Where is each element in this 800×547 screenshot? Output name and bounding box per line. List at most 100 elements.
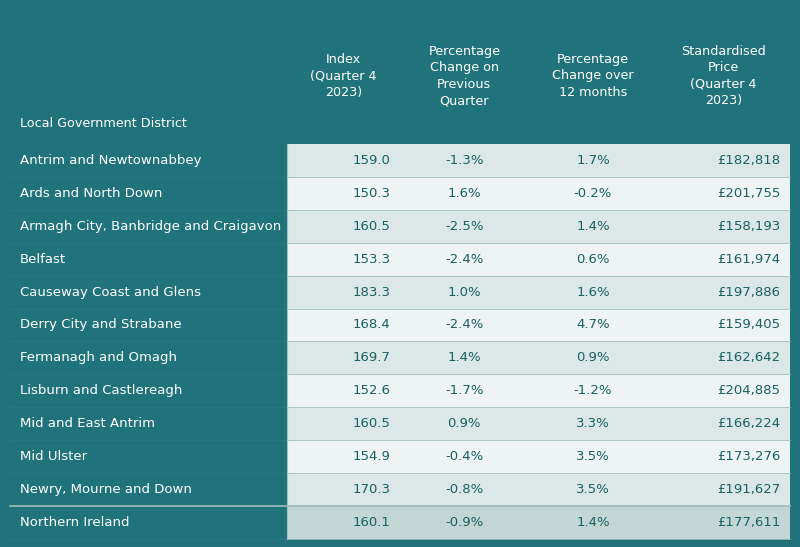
Text: Mid and East Antrim: Mid and East Antrim <box>19 417 154 430</box>
Text: £204,885: £204,885 <box>718 385 781 397</box>
Text: Armagh City, Banbridge and Craigavon: Armagh City, Banbridge and Craigavon <box>19 220 281 232</box>
Text: Fermanagh and Omagh: Fermanagh and Omagh <box>19 351 177 364</box>
Text: Lisburn and Castlereagh: Lisburn and Castlereagh <box>19 385 182 397</box>
FancyBboxPatch shape <box>400 276 529 309</box>
Text: Standardised
Price
(Quarter 4
2023): Standardised Price (Quarter 4 2023) <box>682 45 766 107</box>
FancyBboxPatch shape <box>529 309 658 341</box>
Text: Northern Ireland: Northern Ireland <box>19 516 129 529</box>
Text: Ards and North Down: Ards and North Down <box>19 187 162 200</box>
Text: 0.6%: 0.6% <box>576 253 610 266</box>
Text: 154.9: 154.9 <box>353 450 390 463</box>
FancyBboxPatch shape <box>529 210 658 243</box>
Text: 153.3: 153.3 <box>352 253 390 266</box>
Text: 169.7: 169.7 <box>353 351 390 364</box>
Text: -2.5%: -2.5% <box>445 220 483 232</box>
FancyBboxPatch shape <box>658 144 790 177</box>
FancyBboxPatch shape <box>287 144 400 177</box>
FancyBboxPatch shape <box>400 408 529 440</box>
Text: -0.4%: -0.4% <box>446 450 483 463</box>
Text: Derry City and Strabane: Derry City and Strabane <box>19 318 182 331</box>
Text: 0.9%: 0.9% <box>448 417 481 430</box>
FancyBboxPatch shape <box>658 374 790 408</box>
Text: Antrim and Newtownabbey: Antrim and Newtownabbey <box>19 154 201 167</box>
FancyBboxPatch shape <box>400 210 529 243</box>
FancyBboxPatch shape <box>400 177 529 210</box>
FancyBboxPatch shape <box>400 243 529 276</box>
Text: -0.2%: -0.2% <box>574 187 612 200</box>
Text: 1.6%: 1.6% <box>447 187 481 200</box>
FancyBboxPatch shape <box>658 440 790 473</box>
Text: 170.3: 170.3 <box>352 483 390 496</box>
FancyBboxPatch shape <box>287 440 400 473</box>
Text: 1.6%: 1.6% <box>576 286 610 299</box>
FancyBboxPatch shape <box>529 473 658 506</box>
Text: £173,276: £173,276 <box>717 450 781 463</box>
FancyBboxPatch shape <box>287 408 400 440</box>
FancyBboxPatch shape <box>529 341 658 374</box>
Text: Percentage
Change over
12 months: Percentage Change over 12 months <box>552 53 634 99</box>
Text: -1.7%: -1.7% <box>445 385 483 397</box>
FancyBboxPatch shape <box>658 8 790 144</box>
FancyBboxPatch shape <box>658 243 790 276</box>
FancyBboxPatch shape <box>400 309 529 341</box>
Text: £197,886: £197,886 <box>718 286 781 299</box>
FancyBboxPatch shape <box>400 506 529 539</box>
FancyBboxPatch shape <box>658 276 790 309</box>
FancyBboxPatch shape <box>287 276 400 309</box>
Text: 1.4%: 1.4% <box>447 351 481 364</box>
Text: -1.3%: -1.3% <box>445 154 483 167</box>
FancyBboxPatch shape <box>658 309 790 341</box>
FancyBboxPatch shape <box>400 8 529 144</box>
FancyBboxPatch shape <box>400 473 529 506</box>
Text: 3.5%: 3.5% <box>576 450 610 463</box>
Text: Causeway Coast and Glens: Causeway Coast and Glens <box>19 286 201 299</box>
Text: 1.0%: 1.0% <box>447 286 481 299</box>
FancyBboxPatch shape <box>400 374 529 408</box>
Text: £201,755: £201,755 <box>717 187 781 200</box>
FancyBboxPatch shape <box>658 473 790 506</box>
FancyBboxPatch shape <box>529 440 658 473</box>
FancyBboxPatch shape <box>400 341 529 374</box>
Text: -1.2%: -1.2% <box>574 385 612 397</box>
Text: 1.7%: 1.7% <box>576 154 610 167</box>
FancyBboxPatch shape <box>658 408 790 440</box>
FancyBboxPatch shape <box>529 374 658 408</box>
Text: 152.6: 152.6 <box>352 385 390 397</box>
FancyBboxPatch shape <box>287 177 400 210</box>
Text: 150.3: 150.3 <box>352 187 390 200</box>
FancyBboxPatch shape <box>287 506 400 539</box>
Text: £166,224: £166,224 <box>718 417 781 430</box>
Text: £191,627: £191,627 <box>717 483 781 496</box>
Text: -0.8%: -0.8% <box>446 483 483 496</box>
FancyBboxPatch shape <box>287 473 400 506</box>
FancyBboxPatch shape <box>287 243 400 276</box>
FancyBboxPatch shape <box>287 8 400 144</box>
Text: Belfast: Belfast <box>19 253 66 266</box>
Text: 183.3: 183.3 <box>352 286 390 299</box>
FancyBboxPatch shape <box>287 341 400 374</box>
Text: £158,193: £158,193 <box>717 220 781 232</box>
Text: Index
(Quarter 4
2023): Index (Quarter 4 2023) <box>310 53 377 99</box>
FancyBboxPatch shape <box>529 408 658 440</box>
FancyBboxPatch shape <box>658 177 790 210</box>
Text: Mid Ulster: Mid Ulster <box>19 450 86 463</box>
Text: Newry, Mourne and Down: Newry, Mourne and Down <box>19 483 191 496</box>
Text: £159,405: £159,405 <box>718 318 781 331</box>
Text: 160.1: 160.1 <box>353 516 390 529</box>
FancyBboxPatch shape <box>658 210 790 243</box>
Text: 0.9%: 0.9% <box>576 351 610 364</box>
Text: Local Government District: Local Government District <box>19 117 186 130</box>
Text: 168.4: 168.4 <box>353 318 390 331</box>
Text: 4.7%: 4.7% <box>576 318 610 331</box>
Text: 1.4%: 1.4% <box>576 516 610 529</box>
Text: £161,974: £161,974 <box>718 253 781 266</box>
FancyBboxPatch shape <box>529 506 658 539</box>
FancyBboxPatch shape <box>287 374 400 408</box>
FancyBboxPatch shape <box>658 506 790 539</box>
Text: 159.0: 159.0 <box>353 154 390 167</box>
FancyBboxPatch shape <box>658 341 790 374</box>
FancyBboxPatch shape <box>529 8 658 144</box>
Text: Percentage
Change on
Previous
Quarter: Percentage Change on Previous Quarter <box>428 45 500 107</box>
FancyBboxPatch shape <box>287 309 400 341</box>
Text: £177,611: £177,611 <box>717 516 781 529</box>
